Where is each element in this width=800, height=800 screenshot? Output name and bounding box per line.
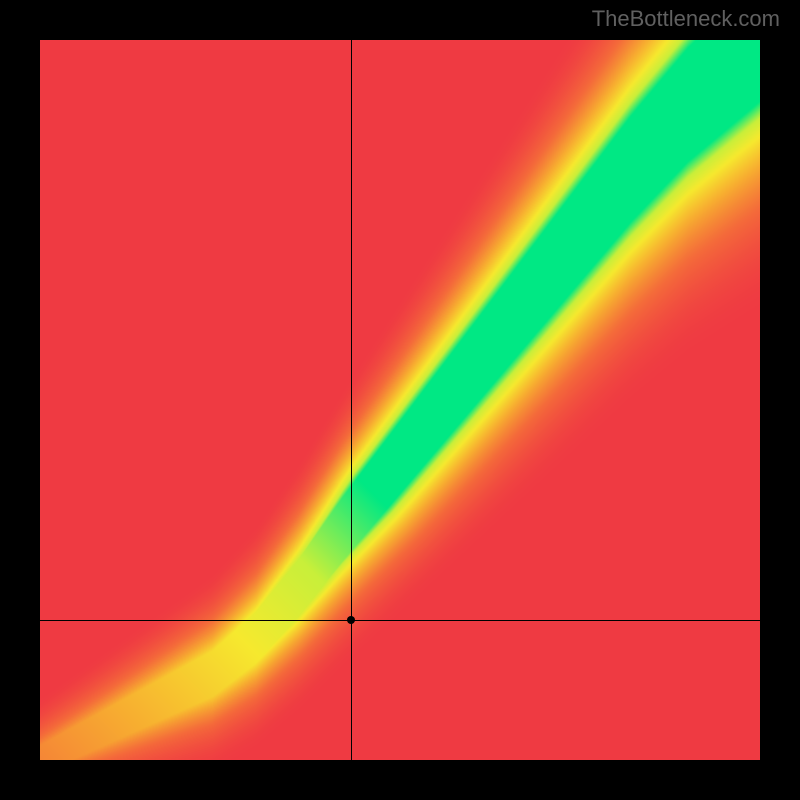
crosshair-vertical (351, 40, 352, 760)
crosshair-horizontal (40, 620, 760, 621)
heatmap-canvas (40, 40, 760, 760)
chart-container: TheBottleneck.com (0, 0, 800, 800)
heatmap-plot (40, 40, 760, 760)
watermark-label: TheBottleneck.com (592, 6, 780, 32)
crosshair-marker (347, 616, 355, 624)
